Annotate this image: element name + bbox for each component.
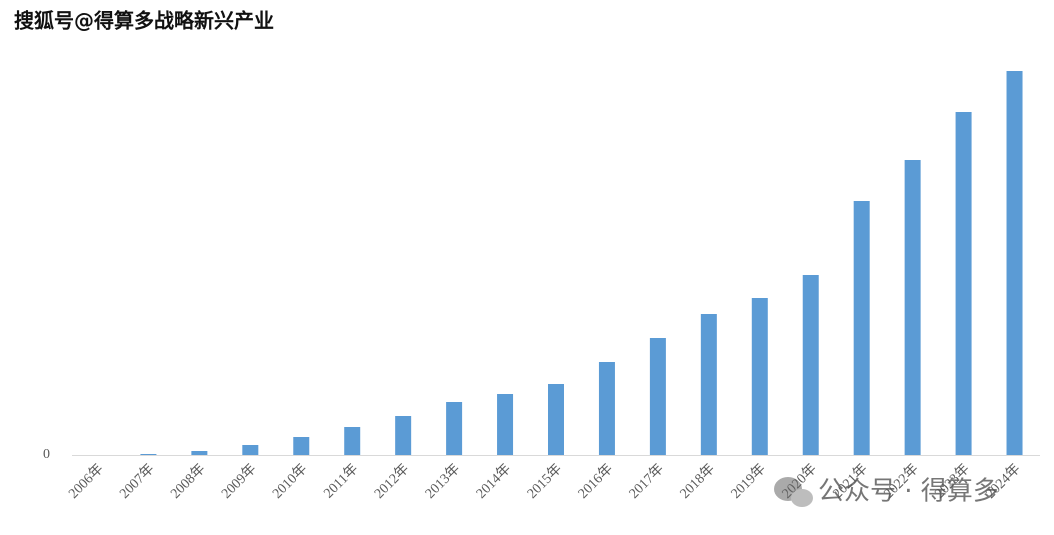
bar (700, 314, 717, 455)
watermark-bottom: 公众号 · 得算多 (818, 477, 999, 507)
bar (802, 275, 819, 455)
x-tick-label: 2018年 (677, 461, 718, 502)
bar (242, 445, 259, 455)
x-tick-label: 2006年 (66, 461, 107, 502)
x-tick-label: 2017年 (626, 461, 667, 502)
watermark-icon (774, 477, 813, 507)
x-tick-label: 2011年 (321, 461, 362, 502)
y-tick-label: 0 (43, 447, 50, 462)
x-tick-label: 2010年 (269, 461, 310, 502)
x-tick-label: 2008年 (167, 461, 208, 502)
watermark-top: 搜狐号@得算多战略新兴产业 (14, 9, 274, 33)
bar (140, 454, 157, 455)
bar (497, 394, 514, 455)
bar (853, 201, 870, 455)
bar (598, 362, 615, 455)
bar (751, 298, 768, 455)
x-tick-label: 2012年 (371, 461, 412, 502)
x-tick-label: 2015年 (524, 461, 565, 502)
x-tick-label: 2009年 (218, 461, 259, 502)
bar (344, 427, 361, 455)
bar (191, 451, 208, 455)
bar (1006, 71, 1023, 455)
x-tick-label: 2016年 (575, 461, 616, 502)
x-tick-label: 2013年 (422, 461, 463, 502)
x-tick-label: 2014年 (473, 461, 514, 502)
bar (446, 402, 463, 455)
x-tick-label: 2019年 (728, 461, 769, 502)
bar (649, 338, 666, 455)
bar (955, 112, 972, 455)
bar (904, 160, 921, 455)
bar (548, 384, 564, 455)
bar (395, 416, 412, 455)
bar (293, 437, 310, 455)
x-tick-label: 2007年 (117, 461, 158, 502)
